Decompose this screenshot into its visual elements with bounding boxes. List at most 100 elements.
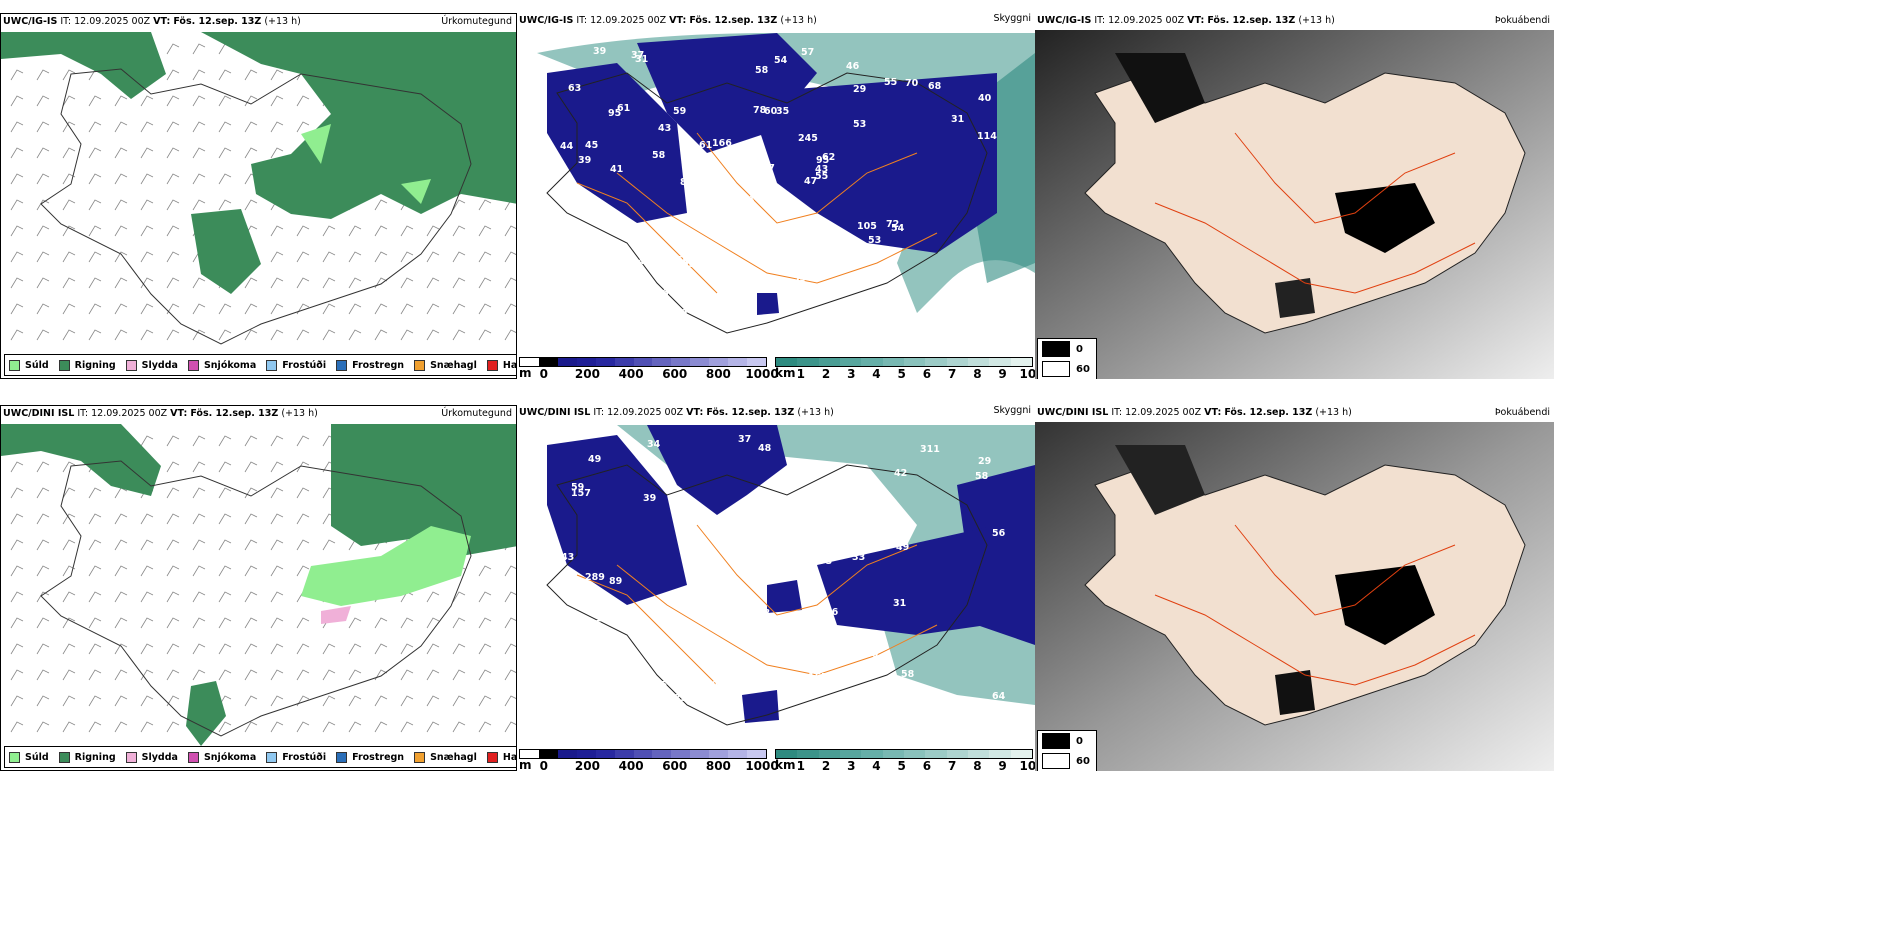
colorbar-segment [989,750,1011,758]
wind-barb [374,721,388,733]
cloud-base-label: 77 [750,275,763,286]
wind-barb [296,225,310,237]
wind-barb [10,591,24,603]
wind-barb [140,277,154,289]
cloud-base-label: 162 [771,551,791,562]
wind-barb [322,721,336,733]
colorbar-tick-label: 10 [1019,367,1035,379]
wind-barb [218,435,232,447]
wind-barb [62,199,76,211]
wind-barb [218,721,232,733]
colorbar-tick-label: 800 [705,367,731,379]
wind-barb [244,721,258,733]
colorbar-segment [967,358,990,366]
colorbar-tick-label: 1000 [745,759,779,771]
cloud-base-label: 46 [846,61,860,72]
wind-barb [296,277,310,289]
wind-barb [192,43,206,55]
ceiling-ticks: 0 200 400 600 800 1000 [519,759,779,771]
vt-value: Fös. 12.sep. 13Z [190,408,279,419]
wind-barb [140,695,154,707]
wind-barb [348,643,362,655]
wind-barb [400,303,414,315]
cloud-base-label: 64 [992,691,1006,702]
colorbar-tick-label: 4 [872,759,881,771]
visibility-ticks: 1 2 3 4 5 6 7 8 9 10 [775,759,1035,771]
colorbar-segment [747,750,766,758]
cloud-base-label: 45 [654,680,667,691]
legend-item: Frostúði [266,751,326,763]
wind-barb [218,121,232,133]
wind-barb [10,329,24,341]
cloud-map-1: 38 95 98 96 95 95 46 35 29 47 31 40 41 40 44 53 55 78 245 3… [517,30,1035,343]
wind-barb [348,669,362,681]
lead-time: (+13 h) [264,16,301,27]
colorbar-tick-label: 1 [796,367,805,379]
wind-barb [452,669,466,681]
wind-barb [140,669,154,681]
it-value: 12.09.2025 00Z [74,16,151,27]
wind-barb [348,329,362,341]
wind-barb [218,147,232,159]
legend-label: Snjókoma [203,359,257,371]
wind-barb [192,173,206,185]
wind-barb [88,721,102,733]
wind-barb [62,461,76,473]
colorbar-segment [728,750,748,758]
wind-barb [270,721,284,733]
wind-barb [348,695,362,707]
wind-barb [348,225,362,237]
wind-barb [270,329,284,341]
legend-label: Haglél [502,359,517,371]
wind-barb [270,513,284,525]
legend-swatch [336,359,348,371]
wind-barb [452,617,466,629]
wind-barb [166,643,180,655]
cloud-base-label: 304 [625,256,645,267]
cloud-base-label: 56 [992,528,1006,539]
colorbar-segment [690,358,710,366]
wind-barb [88,329,102,341]
colorbar-segment [882,358,904,366]
precip-map-1 [1,14,516,378]
panel-title: Þokuábendi [1494,407,1550,418]
wind-barb [478,277,492,289]
fog-map-1 [1035,30,1554,379]
wind-barb [36,329,50,341]
cloud-base-label: 39 [593,46,606,57]
cloud-base-label: 36 [759,554,773,565]
wind-barb [322,225,336,237]
colorbar-segment [747,358,766,366]
cloud-base-label: 59 [673,106,686,117]
wind-barb [218,487,232,499]
cloud-base-label: 166 [712,138,732,149]
lead-time: (+13 h) [281,408,318,419]
wind-barb [322,643,336,655]
wind-barb [114,173,128,185]
wind-barb [192,435,206,447]
wind-barb [140,539,154,551]
wind-barb [270,565,284,577]
legend-swatch [58,751,70,763]
wind-barb [478,643,492,655]
cloud-base-label: 58 [901,669,915,680]
cloud-base-label: 46 [587,601,601,612]
cloud-base-label: 55 [815,171,828,182]
wind-barb [10,303,24,315]
cloud-base-label: 48 [792,648,806,659]
legend-label: 60 [1076,363,1090,375]
wind-barb [478,251,492,263]
wind-barb [192,95,206,107]
wind-barb [296,95,310,107]
wind-barb [88,487,102,499]
wind-barb [452,303,466,315]
colorbar-segment [776,358,798,366]
it-label: IT: [60,16,72,27]
wind-barb [348,721,362,733]
cloud-base-label: 60 [676,255,690,266]
cloud-base-label: 37 [848,283,861,294]
cloud-base-label: 311 [920,444,940,455]
wind-barb [504,329,516,341]
legend-item: Snæhagl [414,359,477,371]
wind-barb [192,303,206,315]
